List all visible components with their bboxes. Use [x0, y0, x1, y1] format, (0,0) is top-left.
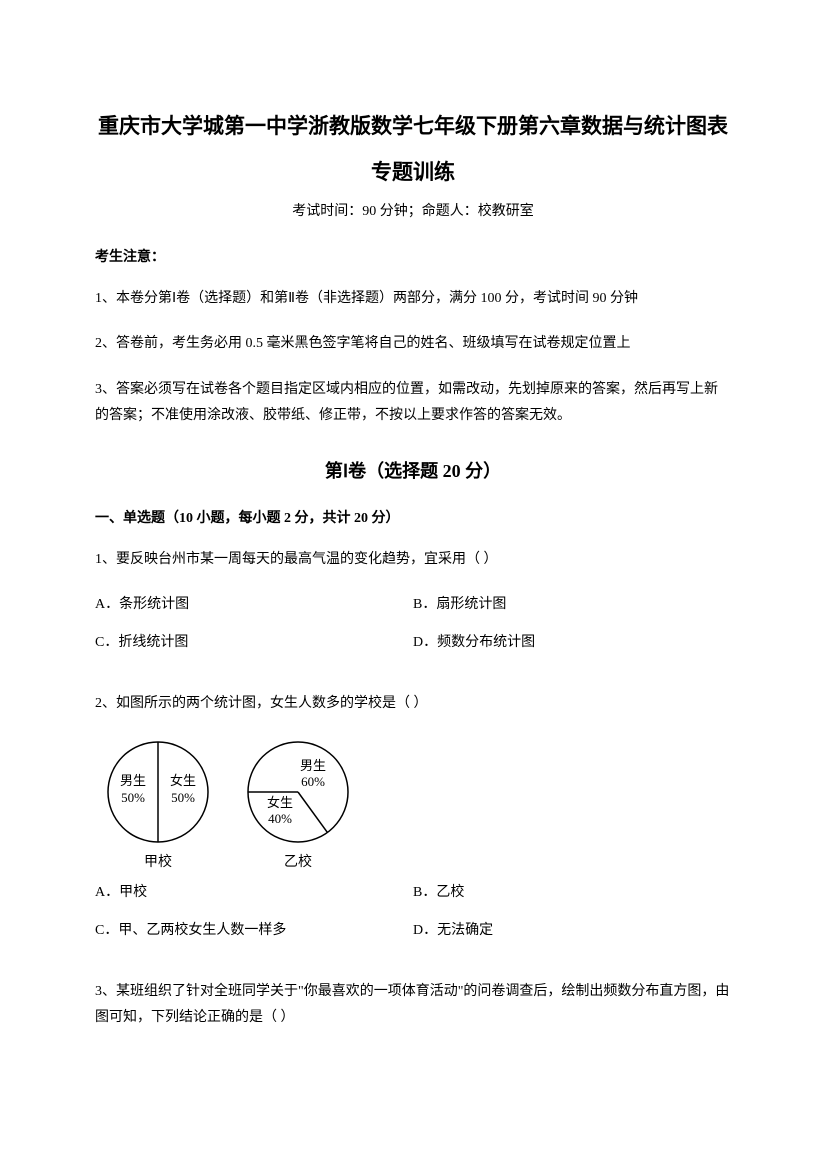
- exam-info: 考试时间：90 分钟；命题人：校教研室: [95, 200, 731, 220]
- pie-charts-row: 男生 50% 女生 50% 甲校 男生 60% 女生 40% 乙校: [95, 737, 731, 871]
- pie-yi-top-pct: 60%: [301, 774, 325, 789]
- q2-choice-d: D．无法确定: [413, 919, 731, 939]
- notice-2: 2、答卷前，考生务必用 0.5 毫米黑色签字笔将自己的姓名、班级填写在试卷规定位…: [95, 331, 731, 357]
- pie-chart-yi: 男生 60% 女生 40% 乙校: [243, 737, 353, 871]
- q1-choice-d: D．频数分布统计图: [413, 631, 731, 651]
- pie-yi-top-label: 男生: [300, 758, 326, 773]
- pie-yi-bottom-label: 女生: [267, 795, 293, 810]
- pie-jia-left-label: 男生: [120, 773, 146, 788]
- page-title-line2: 专题训练: [95, 156, 731, 186]
- pie-jia-left-pct: 50%: [121, 790, 145, 805]
- pie-yi-svg: 男生 60% 女生 40%: [243, 737, 353, 847]
- pie-jia-svg: 男生 50% 女生 50%: [103, 737, 213, 847]
- notice-3: 3、答案必须写在试卷各个题目指定区域内相应的位置，如需改动，先划掉原来的答案，然…: [95, 377, 731, 429]
- pie-yi-bottom-pct: 40%: [268, 811, 292, 826]
- subsection-1-header: 一、单选题（10 小题，每小题 2 分，共计 20 分）: [95, 507, 731, 527]
- pie-yi-name: 乙校: [284, 851, 312, 871]
- question-1-choices: A．条形统计图 B．扇形统计图 C．折线统计图 D．频数分布统计图: [95, 593, 731, 669]
- q1-choice-c: C．折线统计图: [95, 631, 413, 651]
- q1-choice-b: B．扇形统计图: [413, 593, 731, 613]
- question-2-text: 2、如图所示的两个统计图，女生人数多的学校是（ ）: [95, 691, 731, 717]
- section-1-header: 第Ⅰ卷（选择题 20 分）: [95, 457, 731, 483]
- pie-jia-right-pct: 50%: [171, 790, 195, 805]
- pie-jia-right-label: 女生: [170, 773, 196, 788]
- question-2-choices: A．甲校 B．乙校 C．甲、乙两校女生人数一样多 D．无法确定: [95, 881, 731, 957]
- pie-chart-jia: 男生 50% 女生 50% 甲校: [103, 737, 213, 871]
- pie-jia-name: 甲校: [144, 851, 172, 871]
- notice-1: 1、本卷分第Ⅰ卷（选择题）和第Ⅱ卷（非选择题）两部分，满分 100 分，考试时间…: [95, 286, 731, 312]
- q2-choice-a: A．甲校: [95, 881, 413, 901]
- q1-choice-a: A．条形统计图: [95, 593, 413, 613]
- question-3-text: 3、某班组织了针对全班同学关于"你最喜欢的一项体育活动"的问卷调查后，绘制出频数…: [95, 979, 731, 1031]
- q2-choice-c: C．甲、乙两校女生人数一样多: [95, 919, 413, 939]
- notice-header: 考生注意：: [95, 246, 731, 266]
- page-title-line1: 重庆市大学城第一中学浙教版数学七年级下册第六章数据与统计图表: [95, 110, 731, 144]
- q2-choice-b: B．乙校: [413, 881, 731, 901]
- question-1-text: 1、要反映台州市某一周每天的最高气温的变化趋势，宜采用（ ）: [95, 547, 731, 573]
